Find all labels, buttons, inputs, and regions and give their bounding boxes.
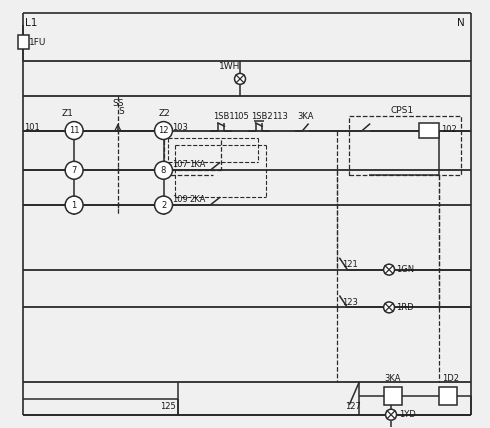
Text: 107: 107 [172, 160, 188, 169]
Bar [439, 387, 457, 405]
Text: 2KA: 2KA [189, 195, 206, 204]
Text: 2: 2 [161, 201, 166, 210]
Circle shape [65, 161, 83, 179]
Circle shape [384, 264, 394, 275]
Circle shape [384, 302, 394, 313]
Text: Z2: Z2 [159, 109, 171, 118]
Text: 123: 123 [343, 298, 358, 307]
Text: SS: SS [113, 99, 124, 108]
Text: 1SB1: 1SB1 [213, 112, 235, 121]
Text: 1KA: 1KA [189, 160, 206, 169]
Text: 113: 113 [272, 112, 288, 121]
Circle shape [154, 196, 172, 214]
Text: 1D2: 1D2 [441, 374, 459, 383]
Text: 3KA: 3KA [297, 112, 314, 121]
Circle shape [235, 74, 245, 84]
Text: 12: 12 [158, 126, 169, 135]
Text: 11: 11 [69, 126, 79, 135]
Text: 7: 7 [72, 166, 77, 175]
Text: Z1: Z1 [61, 109, 73, 118]
Circle shape [154, 122, 172, 140]
Bar [419, 122, 439, 139]
Text: 121: 121 [343, 260, 358, 269]
Text: S: S [119, 107, 124, 116]
Text: CPS1: CPS1 [390, 106, 413, 115]
Text: 105: 105 [233, 112, 249, 121]
Text: L1: L1 [25, 18, 38, 28]
Text: 1FU: 1FU [29, 38, 47, 47]
Bar [19, 35, 29, 49]
Circle shape [65, 122, 83, 140]
Text: 125: 125 [161, 402, 176, 411]
Text: 3KA: 3KA [384, 374, 401, 383]
Text: 1RD: 1RD [396, 303, 414, 312]
Bar [384, 387, 402, 405]
Text: 1WH: 1WH [220, 62, 241, 71]
Circle shape [154, 161, 172, 179]
Text: 109: 109 [172, 195, 188, 204]
Text: N: N [457, 18, 465, 28]
Circle shape [386, 409, 396, 420]
Text: 102: 102 [441, 125, 457, 134]
Text: 1SB2: 1SB2 [251, 112, 272, 121]
Text: 8: 8 [161, 166, 166, 175]
Text: 103: 103 [172, 122, 188, 131]
Text: 101: 101 [24, 122, 40, 131]
Text: 127: 127 [345, 402, 361, 411]
Text: 1YD: 1YD [399, 410, 416, 419]
Bar [349, 116, 461, 175]
Text: 1: 1 [72, 201, 77, 210]
Text: 1GN: 1GN [396, 265, 414, 274]
Circle shape [65, 196, 83, 214]
